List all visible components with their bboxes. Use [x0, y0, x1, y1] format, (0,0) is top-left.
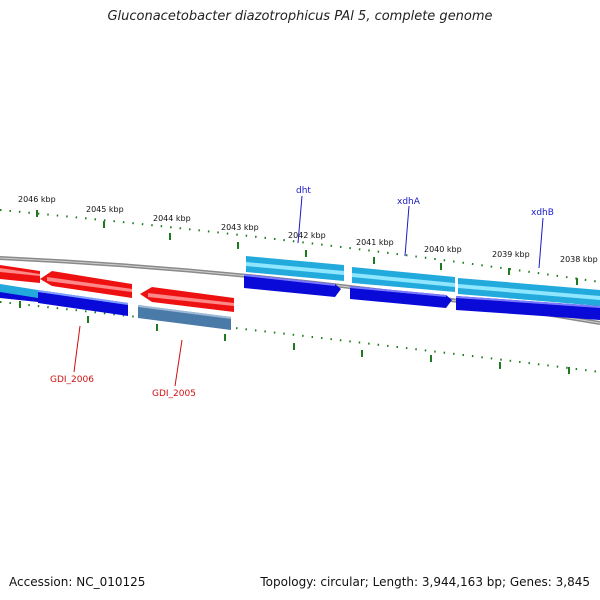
gene-arrow: [456, 296, 600, 320]
callout-line: [174, 339, 183, 387]
gene-arrow: [244, 274, 341, 297]
tick-label: 2039 kbp: [492, 250, 530, 259]
gene-arrow: [148, 293, 234, 306]
forward-strand-blue-genes: [244, 274, 600, 320]
genome-stats-text: Topology: circular; Length: 3,944,163 bp…: [260, 575, 590, 589]
gene-arrow: [138, 305, 231, 319]
tick-label: 2041 kbp: [356, 238, 394, 247]
gene-arrow: [246, 262, 344, 275]
gene-arrow: [352, 273, 455, 287]
gene-arrow: [456, 296, 600, 308]
gene-arrow: [244, 274, 335, 286]
gene-arrow: [0, 268, 40, 276]
gene-label-GDI_2006: GDI_2006: [50, 375, 94, 385]
reverse-strand-genes: [0, 265, 234, 312]
gene-arrow: [47, 277, 132, 292]
gene-label-xdhB: xdhB: [531, 208, 554, 218]
gene-arrow: [138, 305, 231, 330]
gene-arrow: [0, 292, 38, 302]
gene-arrow: [458, 284, 600, 300]
tick-label: 2046 kbp: [18, 195, 56, 204]
tick-label: 2042 kbp: [288, 231, 326, 240]
callout-line: [297, 195, 303, 244]
gene-callouts: dht xdhA xdhB GDI_2006 GDI_2005: [50, 186, 554, 399]
gene-label-dht: dht: [296, 186, 311, 196]
tick-label: 2044 kbp: [153, 214, 191, 223]
forward-strand-cyan-genes: [246, 256, 600, 306]
tick-label: 2038 kbp: [560, 255, 598, 264]
tick-label: 2040 kbp: [424, 245, 462, 254]
callout-line: [73, 325, 81, 373]
callout-line: [538, 217, 544, 269]
tick-label: 2045 kbp: [86, 205, 124, 214]
gene-arrow: [38, 290, 128, 305]
kbp-ticks: 2046 kbp 2045 kbp 2044 kbp 2043 kbp 2042…: [18, 195, 598, 374]
gene-label-GDI_2005: GDI_2005: [152, 389, 196, 399]
gene-label-xdhA: xdhA: [397, 197, 421, 207]
lower-track-genes: [0, 284, 231, 330]
gene-arrow: [350, 286, 446, 297]
gene-arrow: [38, 290, 128, 316]
gene-arrow: [350, 286, 452, 308]
callout-line: [404, 205, 410, 257]
accession-text: Accession: NC_010125: [9, 575, 146, 589]
map-title: Gluconacetobacter diazotrophicus PAl 5, …: [107, 9, 493, 24]
tick-label: 2043 kbp: [221, 223, 259, 232]
